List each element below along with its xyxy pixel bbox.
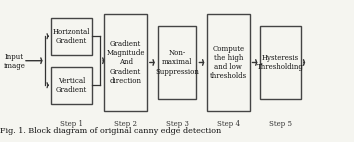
Bar xyxy=(51,18,92,55)
Text: Step 5: Step 5 xyxy=(269,120,292,128)
Text: Vertical
Gradient: Vertical Gradient xyxy=(56,77,87,94)
Text: Step 1: Step 1 xyxy=(60,120,83,128)
Text: Step 2: Step 2 xyxy=(114,120,137,128)
Text: Gradient
Magnitude
And
Gradient
direction: Gradient Magnitude And Gradient directio… xyxy=(107,40,145,85)
Text: Step 4: Step 4 xyxy=(217,120,240,128)
Text: Hysteresis
Thresholding: Hysteresis Thresholding xyxy=(257,54,304,71)
Text: Compute
the high
and low
thresholds: Compute the high and low thresholds xyxy=(210,45,247,80)
Bar xyxy=(104,14,147,111)
Text: Input
image: Input image xyxy=(4,53,25,70)
Text: Fig. 1. Block diagram of original canny edge detection: Fig. 1. Block diagram of original canny … xyxy=(0,127,221,135)
Bar xyxy=(51,67,92,104)
Text: Non-
maximal
Suppression: Non- maximal Suppression xyxy=(155,49,199,76)
Bar xyxy=(207,14,250,111)
Bar xyxy=(158,26,196,99)
Text: Horizontal
Gradient: Horizontal Gradient xyxy=(53,28,90,45)
Text: Step 3: Step 3 xyxy=(166,120,188,128)
Bar xyxy=(260,26,301,99)
